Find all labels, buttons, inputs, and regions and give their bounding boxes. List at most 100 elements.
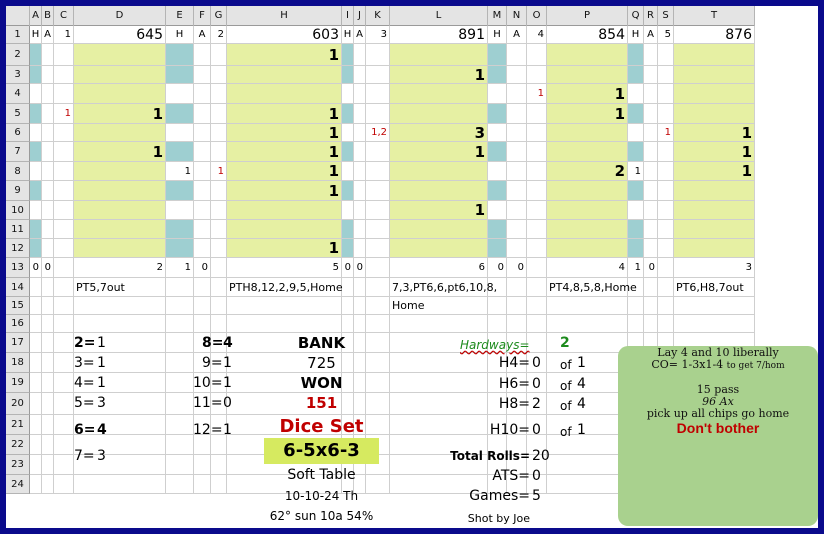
cell-p12[interactable] xyxy=(547,239,628,258)
cell-l21[interactable] xyxy=(390,415,488,435)
cell-t7[interactable]: 1 xyxy=(674,142,755,162)
cell-d10[interactable] xyxy=(74,201,166,220)
cell-p15[interactable] xyxy=(547,297,628,315)
row-header-24[interactable]: 24 xyxy=(6,475,30,494)
row-header-9[interactable]: 9 xyxy=(6,181,30,201)
cell-p8[interactable]: 2 xyxy=(547,162,628,181)
cell-n22[interactable] xyxy=(507,435,527,455)
cell-h16[interactable] xyxy=(227,315,342,333)
cell-b21[interactable] xyxy=(42,415,54,435)
cell-f12[interactable] xyxy=(194,239,211,258)
cell-t6[interactable]: 1 xyxy=(674,124,755,142)
cell-r6[interactable] xyxy=(644,124,658,142)
cell-o20[interactable] xyxy=(527,393,547,415)
cell-i23[interactable] xyxy=(342,455,354,475)
column-header-k[interactable]: K xyxy=(366,6,390,26)
cell-j23[interactable] xyxy=(354,455,366,475)
cell-g9[interactable] xyxy=(211,181,227,201)
cell-o2[interactable] xyxy=(527,44,547,66)
cell-p13[interactable]: 4 xyxy=(547,258,628,278)
cell-o19[interactable] xyxy=(527,373,547,393)
cell-k10[interactable] xyxy=(366,201,390,220)
cell-c13[interactable] xyxy=(54,258,74,278)
cell-r5[interactable] xyxy=(644,104,658,124)
cell-h-5[interactable]: H xyxy=(628,26,644,44)
cell-h-3[interactable]: H xyxy=(342,26,354,44)
cell-n21[interactable] xyxy=(507,415,527,435)
row-header-10[interactable]: 10 xyxy=(6,201,30,220)
row-header-11[interactable]: 11 xyxy=(6,220,30,239)
cell-h3[interactable] xyxy=(227,66,342,84)
cell-p5[interactable]: 1 xyxy=(547,104,628,124)
cell-b3[interactable] xyxy=(42,66,54,84)
cell-o9[interactable] xyxy=(527,181,547,201)
column-header-p[interactable]: P xyxy=(547,6,628,26)
cell-a20[interactable] xyxy=(30,393,42,415)
row-header-4[interactable]: 4 xyxy=(6,84,30,104)
cell-q16[interactable] xyxy=(628,315,644,333)
cell-l12[interactable] xyxy=(390,239,488,258)
cell-g2[interactable] xyxy=(211,44,227,66)
cell-l13[interactable]: 6 xyxy=(390,258,488,278)
cell-s16[interactable] xyxy=(658,315,674,333)
cell-q12[interactable] xyxy=(628,239,644,258)
cell-n9[interactable] xyxy=(507,181,527,201)
row-header-17[interactable]: 17 xyxy=(6,333,30,353)
cell-f19[interactable] xyxy=(194,373,211,393)
cell-g13[interactable] xyxy=(211,258,227,278)
cell-d4[interactable] xyxy=(74,84,166,104)
cell-o21[interactable] xyxy=(527,415,547,435)
cell-m6[interactable] xyxy=(488,124,507,142)
cell-s3[interactable] xyxy=(658,66,674,84)
row-header-5[interactable]: 5 xyxy=(6,104,30,124)
cell-a-1[interactable]: A xyxy=(42,26,54,44)
cell-a24[interactable] xyxy=(30,475,42,494)
cell-n20[interactable] xyxy=(507,393,527,415)
row-header-18[interactable]: 18 xyxy=(6,353,30,373)
cell-h15[interactable] xyxy=(227,297,342,315)
cell-r10[interactable] xyxy=(644,201,658,220)
shooter-total-1[interactable]: 645 xyxy=(74,26,166,44)
cell-i11[interactable] xyxy=(342,220,354,239)
cell-p6[interactable] xyxy=(547,124,628,142)
cell-h6[interactable]: 1 xyxy=(227,124,342,142)
cell-a5[interactable] xyxy=(30,104,42,124)
cell-a21[interactable] xyxy=(30,415,42,435)
cell-g23[interactable] xyxy=(211,455,227,475)
cell-h9[interactable]: 1 xyxy=(227,181,342,201)
column-header-i[interactable]: I xyxy=(342,6,354,26)
cell-j8[interactable] xyxy=(354,162,366,181)
cell-a4[interactable] xyxy=(30,84,42,104)
cell-n11[interactable] xyxy=(507,220,527,239)
cell-b7[interactable] xyxy=(42,142,54,162)
column-header-m[interactable]: M xyxy=(488,6,507,26)
cell-g24[interactable] xyxy=(211,475,227,494)
cell-k13[interactable] xyxy=(366,258,390,278)
cell-d19[interactable] xyxy=(74,373,166,393)
cell-s2[interactable] xyxy=(658,44,674,66)
cell-e17[interactable] xyxy=(166,333,194,353)
cell-r12[interactable] xyxy=(644,239,658,258)
shooter-number-4[interactable]: 4 xyxy=(527,26,547,44)
cell-g3[interactable] xyxy=(211,66,227,84)
cell-r13[interactable]: 0 xyxy=(644,258,658,278)
cell-m2[interactable] xyxy=(488,44,507,66)
cell-c2[interactable] xyxy=(54,44,74,66)
cell-q10[interactable] xyxy=(628,201,644,220)
cell-s5[interactable] xyxy=(658,104,674,124)
cell-c5[interactable]: 1 xyxy=(54,104,74,124)
cell-l17[interactable] xyxy=(390,333,488,353)
cell-a17[interactable] xyxy=(30,333,42,353)
cell-p11[interactable] xyxy=(547,220,628,239)
cell-c19[interactable] xyxy=(54,373,74,393)
cell-n16[interactable] xyxy=(507,315,527,333)
cell-r3[interactable] xyxy=(644,66,658,84)
cell-f17[interactable] xyxy=(194,333,211,353)
cell-n24[interactable] xyxy=(507,475,527,494)
cell-n14[interactable] xyxy=(507,278,527,297)
cell-e22[interactable] xyxy=(166,435,194,455)
cell-k19[interactable] xyxy=(366,373,390,393)
cell-t8[interactable]: 1 xyxy=(674,162,755,181)
column-header-a[interactable]: A xyxy=(30,6,42,26)
cell-b22[interactable] xyxy=(42,435,54,455)
